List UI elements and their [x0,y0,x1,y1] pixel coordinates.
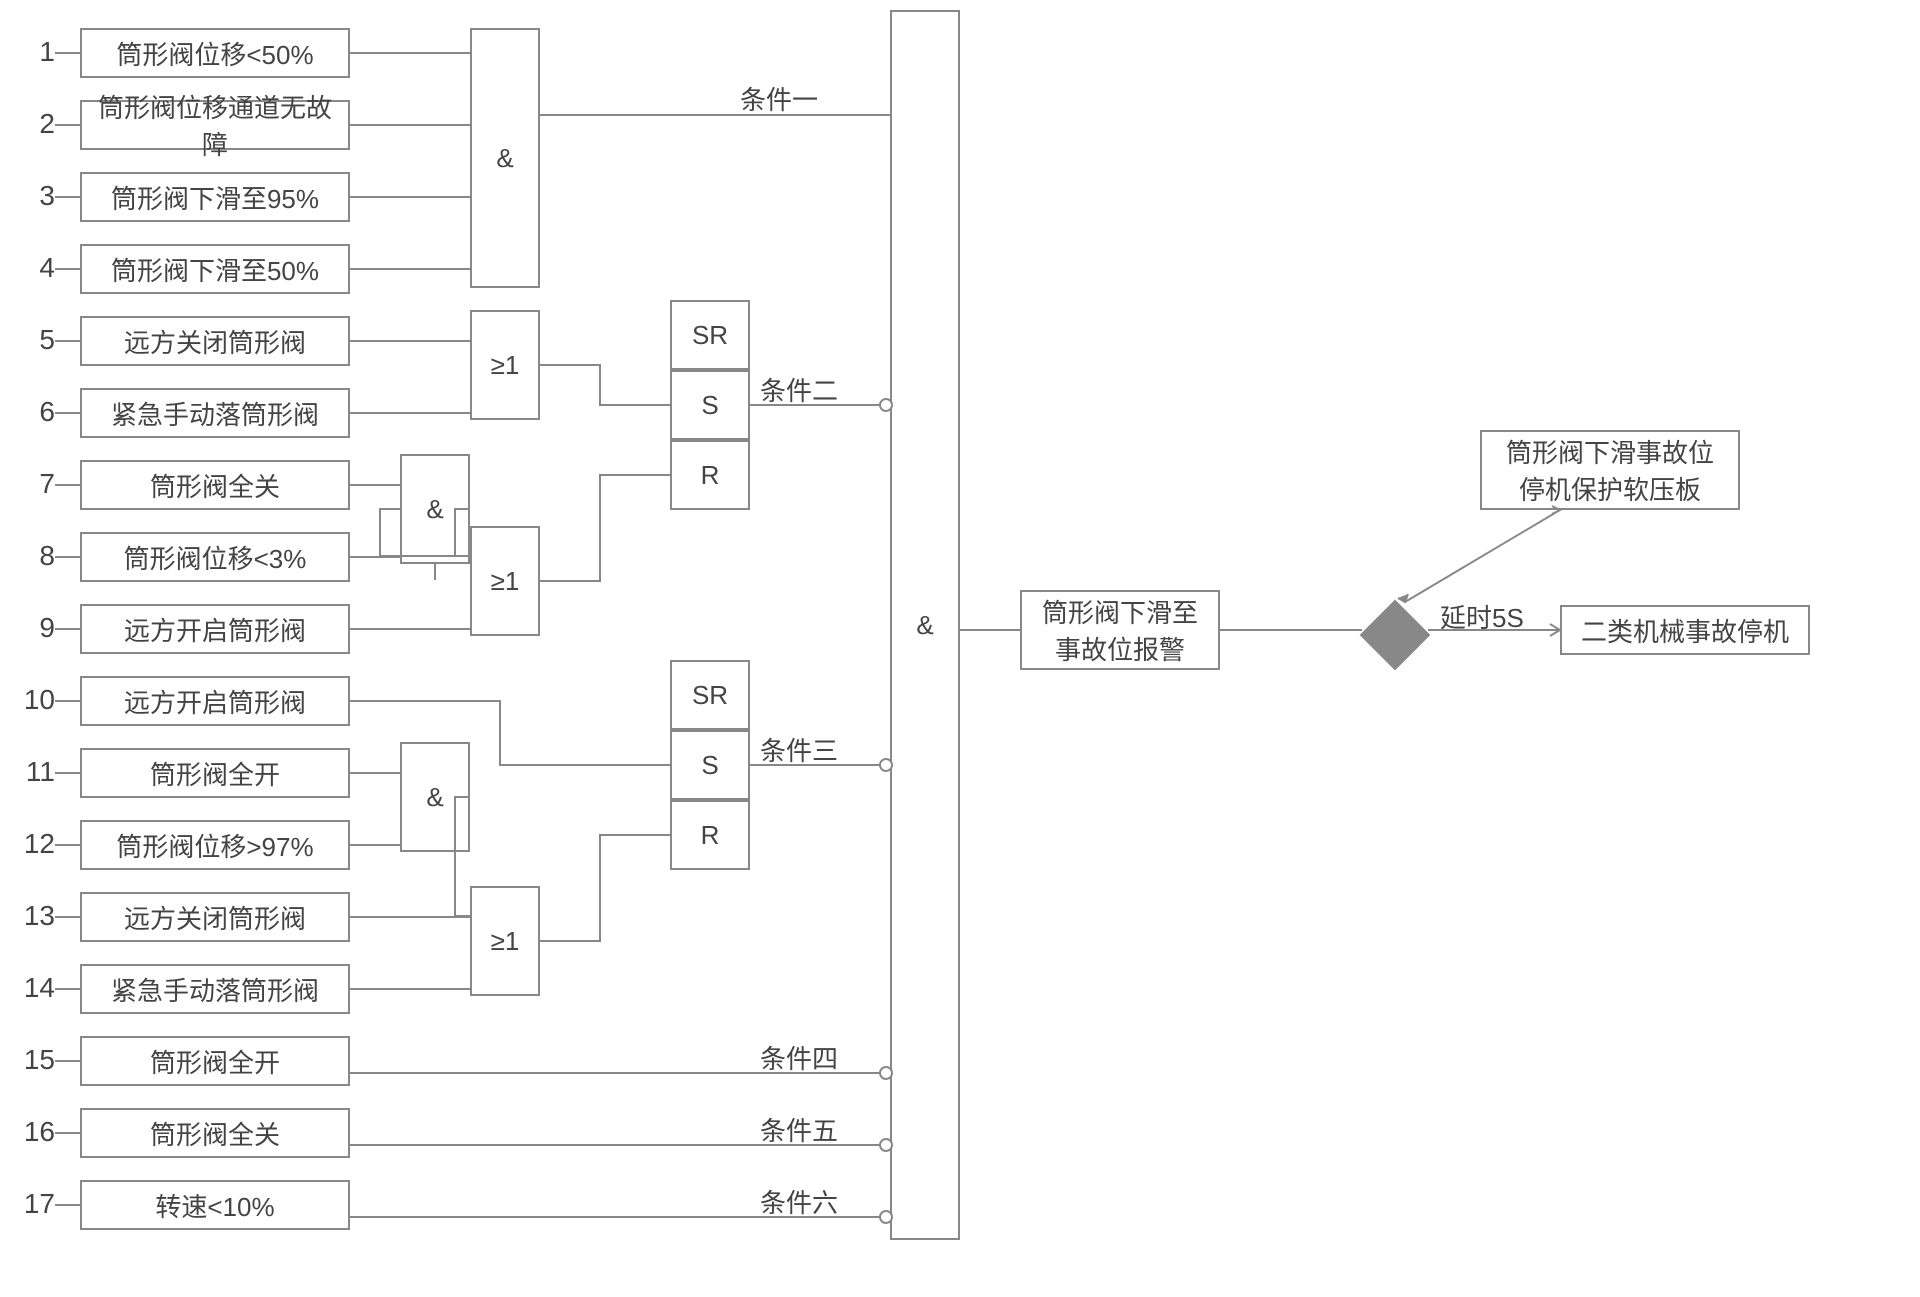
input-box: 远方开启筒形阀 [80,604,350,654]
gate-and2: & [400,454,470,564]
gate-ge1: ≥1 [470,310,540,420]
input-box: 远方关闭筒形阀 [80,316,350,366]
input-box: 筒形阀全关 [80,1108,350,1158]
cond3-label: 条件三 [760,731,838,768]
softplate-box: 筒形阀下滑事故位 停机保护软压板 [1480,430,1740,510]
input-number: 16 [15,1116,55,1148]
input-box: 筒形阀位移<50% [80,28,350,78]
input-box: 转速<10% [80,1180,350,1230]
delay-label: 延时5S [1440,598,1524,635]
gate-and3: & [400,742,470,852]
input-box: 筒形阀位移通道无故障 [80,100,350,150]
input-number: 14 [15,972,55,1004]
input-number: 2 [15,108,55,140]
input-number: 6 [15,396,55,428]
sr2-s: S [670,730,750,800]
input-box: 紧急手动落筒形阀 [80,964,350,1014]
gate-ge3: ≥1 [470,886,540,996]
input-box: 筒形阀位移>97% [80,820,350,870]
input-number: 7 [15,468,55,500]
input-number: 15 [15,1044,55,1076]
input-box: 筒形阀全关 [80,460,350,510]
alarm-box: 筒形阀下滑至 事故位报警 [1020,590,1220,670]
gate-ge2: ≥1 [470,526,540,636]
input-number: 12 [15,828,55,860]
decision-diamond [1360,600,1431,671]
input-number: 4 [15,252,55,284]
gate-and-main: & [890,10,960,1240]
input-box: 远方开启筒形阀 [80,676,350,726]
input-number: 13 [15,900,55,932]
sr1-sr: SR [670,300,750,370]
input-number: 17 [15,1188,55,1220]
input-box: 筒形阀下滑至50% [80,244,350,294]
input-number: 11 [15,756,55,788]
cond6-label: 条件六 [760,1183,838,1220]
sr2-sr: SR [670,660,750,730]
final-box: 二类机械事故停机 [1560,605,1810,655]
input-number: 10 [15,684,55,716]
input-number: 1 [15,36,55,68]
input-box: 筒形阀位移<3% [80,532,350,582]
input-box: 筒形阀全开 [80,1036,350,1086]
input-box: 紧急手动落筒形阀 [80,388,350,438]
input-number: 8 [15,540,55,572]
sr1-s: S [670,370,750,440]
input-box: 筒形阀全开 [80,748,350,798]
input-number: 5 [15,324,55,356]
cond1-label: 条件一 [740,80,818,117]
sr1-r: R [670,440,750,510]
input-number: 9 [15,612,55,644]
input-number: 3 [15,180,55,212]
input-box: 筒形阀下滑至95% [80,172,350,222]
input-box: 远方关闭筒形阀 [80,892,350,942]
sr2-r: R [670,800,750,870]
cond5-label: 条件五 [760,1111,838,1148]
cond4-label: 条件四 [760,1039,838,1076]
cond2-label: 条件二 [760,371,838,408]
gate-and1: & [470,28,540,288]
